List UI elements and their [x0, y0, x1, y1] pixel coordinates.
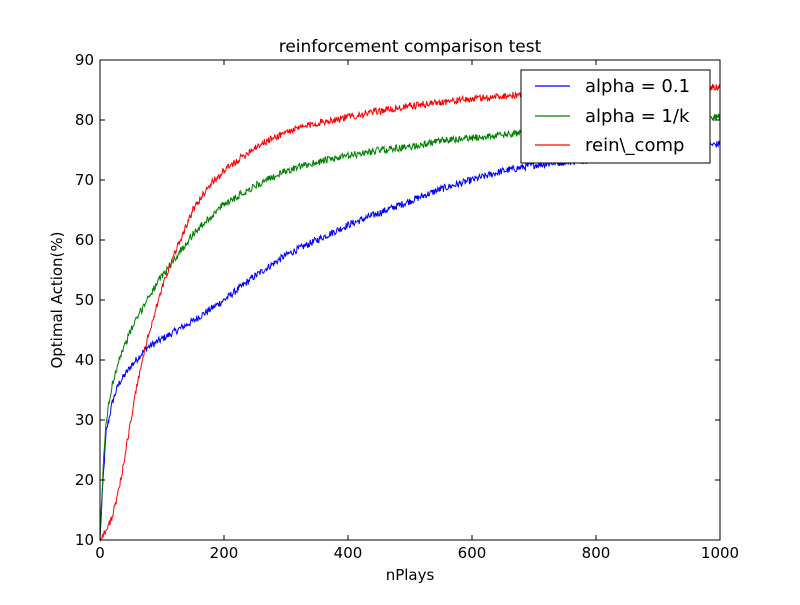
y-tick-label: 80 — [75, 111, 94, 129]
x-tick-label: 800 — [582, 544, 611, 562]
x-tick-label: 0 — [95, 544, 105, 562]
legend: alpha = 0.1 alpha = 1/k rein\_comp — [520, 69, 711, 164]
y-tick-label: 50 — [75, 291, 94, 309]
x-tick-label: 200 — [210, 544, 239, 562]
legend-label-alpha-0-1: alpha = 0.1 — [585, 76, 690, 97]
x-axis-label: nPlays — [386, 566, 435, 584]
x-tick-label: 1000 — [701, 544, 739, 562]
legend-label-rein-comp: rein\_comp — [585, 135, 684, 156]
y-tick-label: 60 — [75, 231, 94, 249]
y-tick-label: 70 — [75, 171, 94, 189]
y-tick-label: 10 — [75, 531, 94, 549]
chart-title: reinforcement comparison test — [279, 37, 542, 57]
y-tick-label: 20 — [75, 471, 94, 489]
y-axis-label: Optimal Action(%) — [48, 231, 66, 368]
x-tick-label: 600 — [458, 544, 487, 562]
y-tick-label: 40 — [75, 351, 94, 369]
y-tick-label: 90 — [75, 51, 94, 69]
legend-label-alpha-1-k: alpha = 1/k — [585, 106, 690, 127]
x-tick-label: 400 — [334, 544, 363, 562]
tick-layer: 0 200 400 600 800 1000 10 20 30 40 50 60 70 80 90 — [75, 51, 739, 562]
y-tick-label: 30 — [75, 411, 94, 429]
